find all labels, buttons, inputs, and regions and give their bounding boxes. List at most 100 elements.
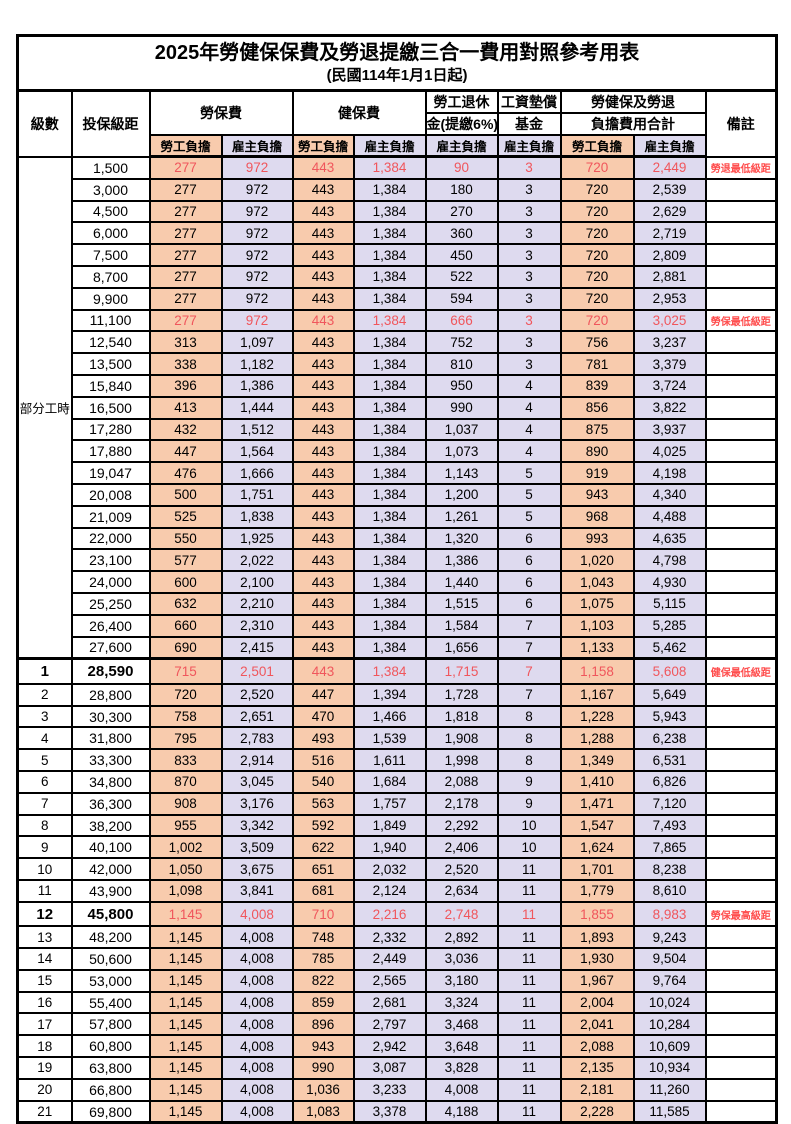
bracket-cell: 3,000 <box>70 177 151 202</box>
labor-fee-employer-cell: 2,100 <box>220 570 294 594</box>
labor-fee-employer-cell: 2,520 <box>220 682 294 707</box>
labor-fee-employer-cell: 3,342 <box>220 813 294 838</box>
level-cell: 16 <box>16 990 73 1015</box>
total-employer-cell: 8,238 <box>632 857 707 881</box>
pension-cell: 1,143 <box>424 461 499 485</box>
health-fee-employer-cell: 1,384 <box>352 221 427 246</box>
pension-cell: 522 <box>424 264 499 289</box>
subheader-total-employer: 雇主負擔 <box>632 134 707 158</box>
bracket-cell: 1,500 <box>70 155 151 180</box>
total-worker-cell: 890 <box>559 439 635 464</box>
health-fee-employer-cell: 2,449 <box>352 947 427 971</box>
table-row: 23,100 577 2,022 443 1,384 1,386 6 1,020 4,798 <box>18 548 778 573</box>
health-fee-employer-cell: 1,611 <box>352 748 427 773</box>
wage-fund-cell: 6 <box>496 548 562 573</box>
labor-fee-worker-cell: 720 <box>148 682 223 707</box>
pension-cell: 3,828 <box>424 1056 499 1080</box>
labor-fee-worker-cell: 277 <box>148 177 223 202</box>
bracket-cell: 55,400 <box>70 990 151 1015</box>
health-fee-employer-cell: 1,384 <box>352 504 427 529</box>
bracket-cell: 12,540 <box>70 330 151 355</box>
wage-fund-cell: 8 <box>496 726 562 751</box>
bracket-cell: 50,600 <box>70 947 151 971</box>
total-worker-cell: 1,075 <box>559 591 635 616</box>
total-employer-cell: 7,493 <box>632 813 707 838</box>
health-fee-employer-cell: 1,384 <box>352 199 427 224</box>
health-fee-employer-cell: 1,384 <box>352 373 427 398</box>
health-fee-worker-cell: 447 <box>291 682 355 707</box>
header-remark: 備註 <box>704 89 778 158</box>
health-fee-employer-cell: 2,565 <box>352 968 427 993</box>
total-employer-cell: 3,822 <box>632 395 707 420</box>
table-row: 26,400 660 2,310 443 1,384 1,584 7 1,103 5,285 <box>18 613 778 638</box>
page-title: 2025年勞健保保費及勞退提繳三合一費用對照參考用表 <box>154 42 640 65</box>
remark-cell <box>704 526 778 551</box>
health-fee-worker-cell: 443 <box>291 526 355 551</box>
bracket-cell: 8,700 <box>70 264 151 289</box>
total-employer-cell: 9,764 <box>632 968 707 993</box>
labor-fee-worker-cell: 277 <box>148 286 223 311</box>
health-fee-worker-cell: 540 <box>291 770 355 794</box>
labor-fee-employer-cell: 1,386 <box>220 373 294 398</box>
health-fee-employer-cell: 1,384 <box>352 243 427 267</box>
table-row: 17,880 447 1,564 443 1,384 1,073 4 890 4,025 <box>18 439 778 464</box>
labor-fee-employer-cell: 2,501 <box>220 657 294 685</box>
subheader-labor-employer: 雇主負擔 <box>220 134 294 158</box>
level-cell: 5 <box>16 748 73 773</box>
table-row: 13 48,200 1,145 4,008 748 2,332 2,892 11 1,893 9,… <box>16 925 778 950</box>
health-fee-employer-cell: 1,384 <box>352 352 427 376</box>
health-fee-employer-cell: 1,849 <box>352 813 427 838</box>
total-employer-cell: 6,238 <box>632 726 707 751</box>
remark-cell <box>704 613 778 638</box>
total-employer-cell: 4,798 <box>632 548 707 573</box>
total-worker-cell: 720 <box>559 221 635 246</box>
remark-cell <box>704 177 778 202</box>
health-fee-worker-cell: 443 <box>291 264 355 289</box>
labor-fee-worker-cell: 1,145 <box>148 1056 223 1080</box>
total-worker-cell: 720 <box>559 308 635 333</box>
health-fee-worker-cell: 748 <box>291 925 355 950</box>
remark-cell <box>704 286 778 311</box>
total-worker-cell: 756 <box>559 330 635 355</box>
remark-cell <box>704 1012 778 1037</box>
pension-cell: 2,292 <box>424 813 499 838</box>
total-worker-cell: 781 <box>559 352 635 376</box>
labor-fee-employer-cell: 4,008 <box>220 947 294 971</box>
pension-cell: 666 <box>424 308 499 333</box>
health-fee-employer-cell: 1,394 <box>352 682 427 707</box>
level-cell: 18 <box>16 1034 73 1059</box>
labor-fee-employer-cell: 972 <box>220 221 294 246</box>
total-employer-cell: 5,462 <box>632 635 707 660</box>
total-employer-cell: 2,449 <box>632 155 707 180</box>
labor-fee-worker-cell: 1,145 <box>148 1077 223 1102</box>
remark-cell <box>704 243 778 267</box>
labor-fee-worker-cell: 1,145 <box>148 1034 223 1059</box>
total-worker-cell: 1,020 <box>559 548 635 573</box>
table-row: 25,250 632 2,210 443 1,384 1,515 6 1,075 5,115 <box>18 591 778 616</box>
remark-cell <box>704 770 778 794</box>
total-employer-cell: 7,120 <box>632 791 707 816</box>
total-worker-cell: 1,167 <box>559 682 635 707</box>
total-worker-cell: 1,779 <box>559 879 635 903</box>
remark-cell <box>704 591 778 616</box>
bracket-cell: 36,300 <box>70 791 151 816</box>
labor-fee-worker-cell: 338 <box>148 352 223 376</box>
bracket-cell: 16,500 <box>70 395 151 420</box>
wage-fund-cell: 11 <box>496 1034 562 1059</box>
health-fee-worker-cell: 443 <box>291 461 355 485</box>
health-fee-worker-cell: 443 <box>291 504 355 529</box>
table-row: 5 33,300 833 2,914 516 1,611 1,998 8 1,349 6,531 <box>16 748 778 773</box>
remark-cell <box>704 264 778 289</box>
level-cell: 8 <box>16 813 73 838</box>
labor-fee-employer-cell: 4,008 <box>220 1012 294 1037</box>
remark-cell <box>704 835 778 860</box>
remark-cell <box>704 221 778 246</box>
level-cell: 10 <box>16 857 73 881</box>
total-employer-cell: 4,930 <box>632 570 707 594</box>
bracket-cell: 66,800 <box>70 1077 151 1102</box>
pension-cell: 1,715 <box>424 657 499 685</box>
total-worker-cell: 1,043 <box>559 570 635 594</box>
health-fee-worker-cell: 443 <box>291 373 355 398</box>
labor-fee-employer-cell: 1,182 <box>220 352 294 376</box>
health-fee-worker-cell: 443 <box>291 177 355 202</box>
